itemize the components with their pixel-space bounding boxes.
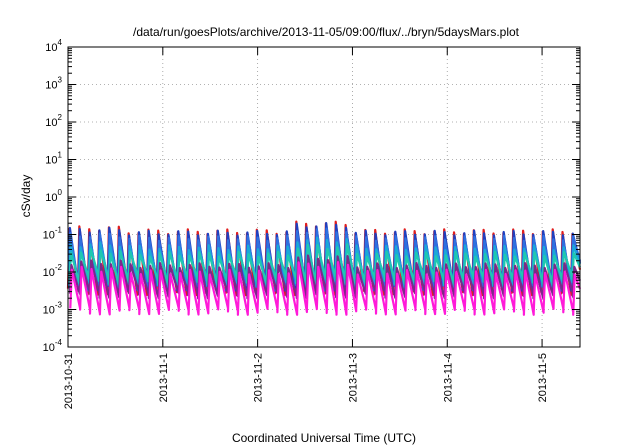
y-tick-label: 102 — [45, 113, 62, 129]
y-tick-exponent: 0 — [58, 188, 63, 197]
y-tick-exponent: 1 — [58, 151, 63, 160]
y-tick-label: 100 — [45, 188, 62, 204]
x-tick-label: 2013-11-4 — [442, 353, 454, 402]
x-tick-label: 2013-11-3 — [347, 353, 359, 402]
y-tick-label: 104 — [45, 38, 62, 54]
x-tick-label: 2013-11-2 — [253, 353, 265, 402]
y-tick-exponent: -3 — [55, 301, 63, 310]
y-tick-exponent: 3 — [58, 76, 63, 85]
x-tick-label: 2013-11-5 — [537, 353, 549, 402]
y-tick-exponent: -1 — [55, 226, 63, 235]
y-tick-exponent: -2 — [55, 263, 63, 272]
y-tick-exponent: 2 — [58, 113, 63, 122]
series-line — [69, 261, 582, 316]
x-tick-label: 2013-10-31 — [63, 353, 75, 409]
ticks — [67, 46, 580, 348]
chart-title: /data/run/goesPlots/archive/2013-11-05/0… — [133, 25, 520, 39]
y-tick-label: 10-1 — [43, 226, 63, 242]
series-layer — [66, 220, 582, 316]
y-tick-label: 10-3 — [43, 301, 63, 317]
y-tick-label: 10-2 — [43, 263, 63, 279]
y-tick-label: 10-4 — [43, 338, 63, 354]
y-tick-exponent: -4 — [55, 338, 63, 347]
y-axis-label: cSv/day — [19, 175, 33, 218]
x-tick-label: 2013-11-1 — [158, 353, 170, 402]
y-tick-label: 101 — [45, 151, 62, 167]
y-tick-exponent: 4 — [58, 38, 63, 47]
y-tick-label: 103 — [45, 76, 62, 92]
x-axis-label: Coordinated Universal Time (UTC) — [232, 431, 416, 445]
